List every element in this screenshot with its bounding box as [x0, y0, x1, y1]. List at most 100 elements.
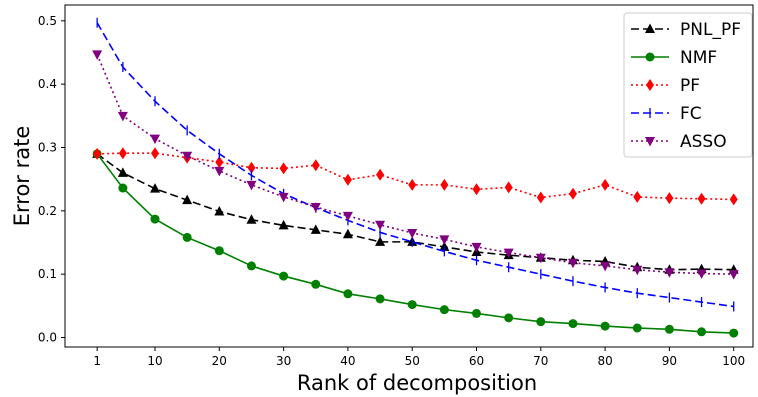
data-point-pf	[343, 173, 352, 186]
data-point-nmf	[536, 317, 546, 327]
legend-marker	[645, 137, 655, 147]
legend-marker	[645, 52, 655, 62]
data-point-pf	[215, 156, 224, 169]
legend-label: FC	[680, 104, 702, 124]
x-tick-label: 10	[147, 354, 162, 368]
data-point-asso	[117, 111, 128, 122]
data-point-asso	[696, 269, 707, 280]
data-point-pf	[247, 161, 256, 174]
data-point-pf	[729, 193, 738, 206]
data-point-asso	[246, 180, 257, 191]
data-point-pnl-pf	[375, 236, 386, 246]
data-point-asso	[535, 253, 546, 264]
data-point-asso	[92, 50, 103, 60]
legend-label: NMF	[680, 48, 717, 68]
data-point-nmf	[568, 319, 578, 329]
x-tick-label: 1	[93, 354, 101, 368]
legend-item-pnl-pf: PNL_PF	[631, 20, 741, 40]
data-point-asso	[310, 203, 321, 213]
legend-item-fc: FC	[631, 104, 702, 124]
data-point-asso	[664, 268, 675, 278]
data-point-nmf	[632, 323, 642, 333]
data-point-pnl-pf	[150, 183, 161, 193]
data-point-nmf	[182, 232, 192, 242]
data-point-asso	[150, 134, 161, 145]
data-point-nmf	[664, 324, 674, 334]
legend-label: PNL_PF	[680, 20, 741, 40]
data-point-asso	[407, 229, 418, 239]
data-point-nmf	[150, 214, 160, 224]
data-point-nmf	[407, 300, 417, 310]
x-axis: 1 10 20 30 40 50 60 70 80 90 100	[93, 347, 745, 368]
data-point-pnl-pf	[342, 228, 353, 239]
data-point-asso	[342, 211, 353, 222]
data-point-pf	[151, 147, 160, 160]
data-point-nmf	[375, 294, 385, 304]
data-point-nmf	[279, 271, 289, 281]
data-point-nmf	[504, 313, 514, 323]
data-point-pnl-pf	[182, 194, 193, 205]
data-point-asso	[182, 151, 193, 162]
data-point-asso	[471, 242, 482, 253]
data-point-pf	[440, 178, 449, 191]
data-point-pf	[665, 192, 674, 205]
data-point-pnl-pf	[310, 224, 321, 234]
y-tick-label: 0.5	[38, 14, 57, 28]
legend-label: PF	[680, 76, 700, 96]
y-axis: 0.0 0.1 0.2 0.3 0.4 0.5	[38, 14, 65, 345]
data-point-asso	[503, 248, 514, 259]
data-point-asso	[439, 235, 450, 245]
data-point-nmf	[214, 246, 224, 256]
data-point-nmf	[472, 308, 482, 318]
series-pf	[93, 147, 738, 206]
data-point-pf	[279, 162, 288, 175]
data-point-asso	[375, 220, 386, 231]
data-point-nmf	[118, 183, 128, 193]
x-tick-label: 60	[469, 354, 484, 368]
data-point-pf	[408, 178, 417, 191]
data-point-pnl-pf	[246, 214, 257, 224]
y-tick-label: 0.3	[38, 141, 57, 155]
x-tick-label: 70	[533, 354, 548, 368]
series-line-fc	[96, 22, 734, 308]
data-point-pf	[93, 147, 102, 160]
series-nmf	[92, 149, 739, 338]
data-point-nmf	[729, 328, 739, 338]
legend-item-pf: PF	[631, 76, 700, 96]
legend-marker	[645, 23, 655, 33]
x-tick-label: 90	[662, 354, 677, 368]
data-point-pnl-pf	[117, 167, 128, 177]
data-point-pf	[118, 147, 127, 160]
legend-item-nmf: NMF	[631, 48, 717, 68]
data-point-nmf	[246, 261, 256, 271]
x-tick-label: 100	[722, 354, 745, 368]
data-point-pf	[536, 191, 545, 204]
y-tick-label: 0.2	[38, 204, 57, 218]
data-point-nmf	[697, 327, 707, 337]
x-tick-label: 30	[276, 354, 291, 368]
data-point-pf	[633, 190, 642, 203]
data-point-nmf	[439, 305, 449, 315]
data-point-pf	[697, 192, 706, 205]
data-point-asso	[278, 192, 289, 203]
y-tick-label: 0.4	[38, 77, 57, 91]
x-tick-label: 80	[597, 354, 612, 368]
data-point-asso	[632, 265, 643, 276]
plot-frame	[64, 4, 754, 348]
data-point-nmf	[343, 289, 353, 299]
data-point-nmf	[600, 321, 610, 331]
legend-marker	[646, 79, 654, 91]
data-point-pf	[601, 178, 610, 191]
x-axis-label: Rank of decomposition	[297, 371, 537, 395]
data-point-pf	[504, 181, 513, 194]
data-point-pf	[472, 183, 481, 196]
data-point-pnl-pf	[278, 219, 289, 230]
data-point-asso	[214, 166, 225, 177]
legend-item-asso: ASSO	[631, 132, 727, 152]
data-point-pnl-pf	[214, 205, 225, 216]
x-tick-label: 50	[405, 354, 420, 368]
x-tick-label: 40	[340, 354, 355, 368]
data-point-pf	[568, 187, 577, 200]
legend: PNL_PF NMF PF FC ASSO	[623, 12, 753, 158]
